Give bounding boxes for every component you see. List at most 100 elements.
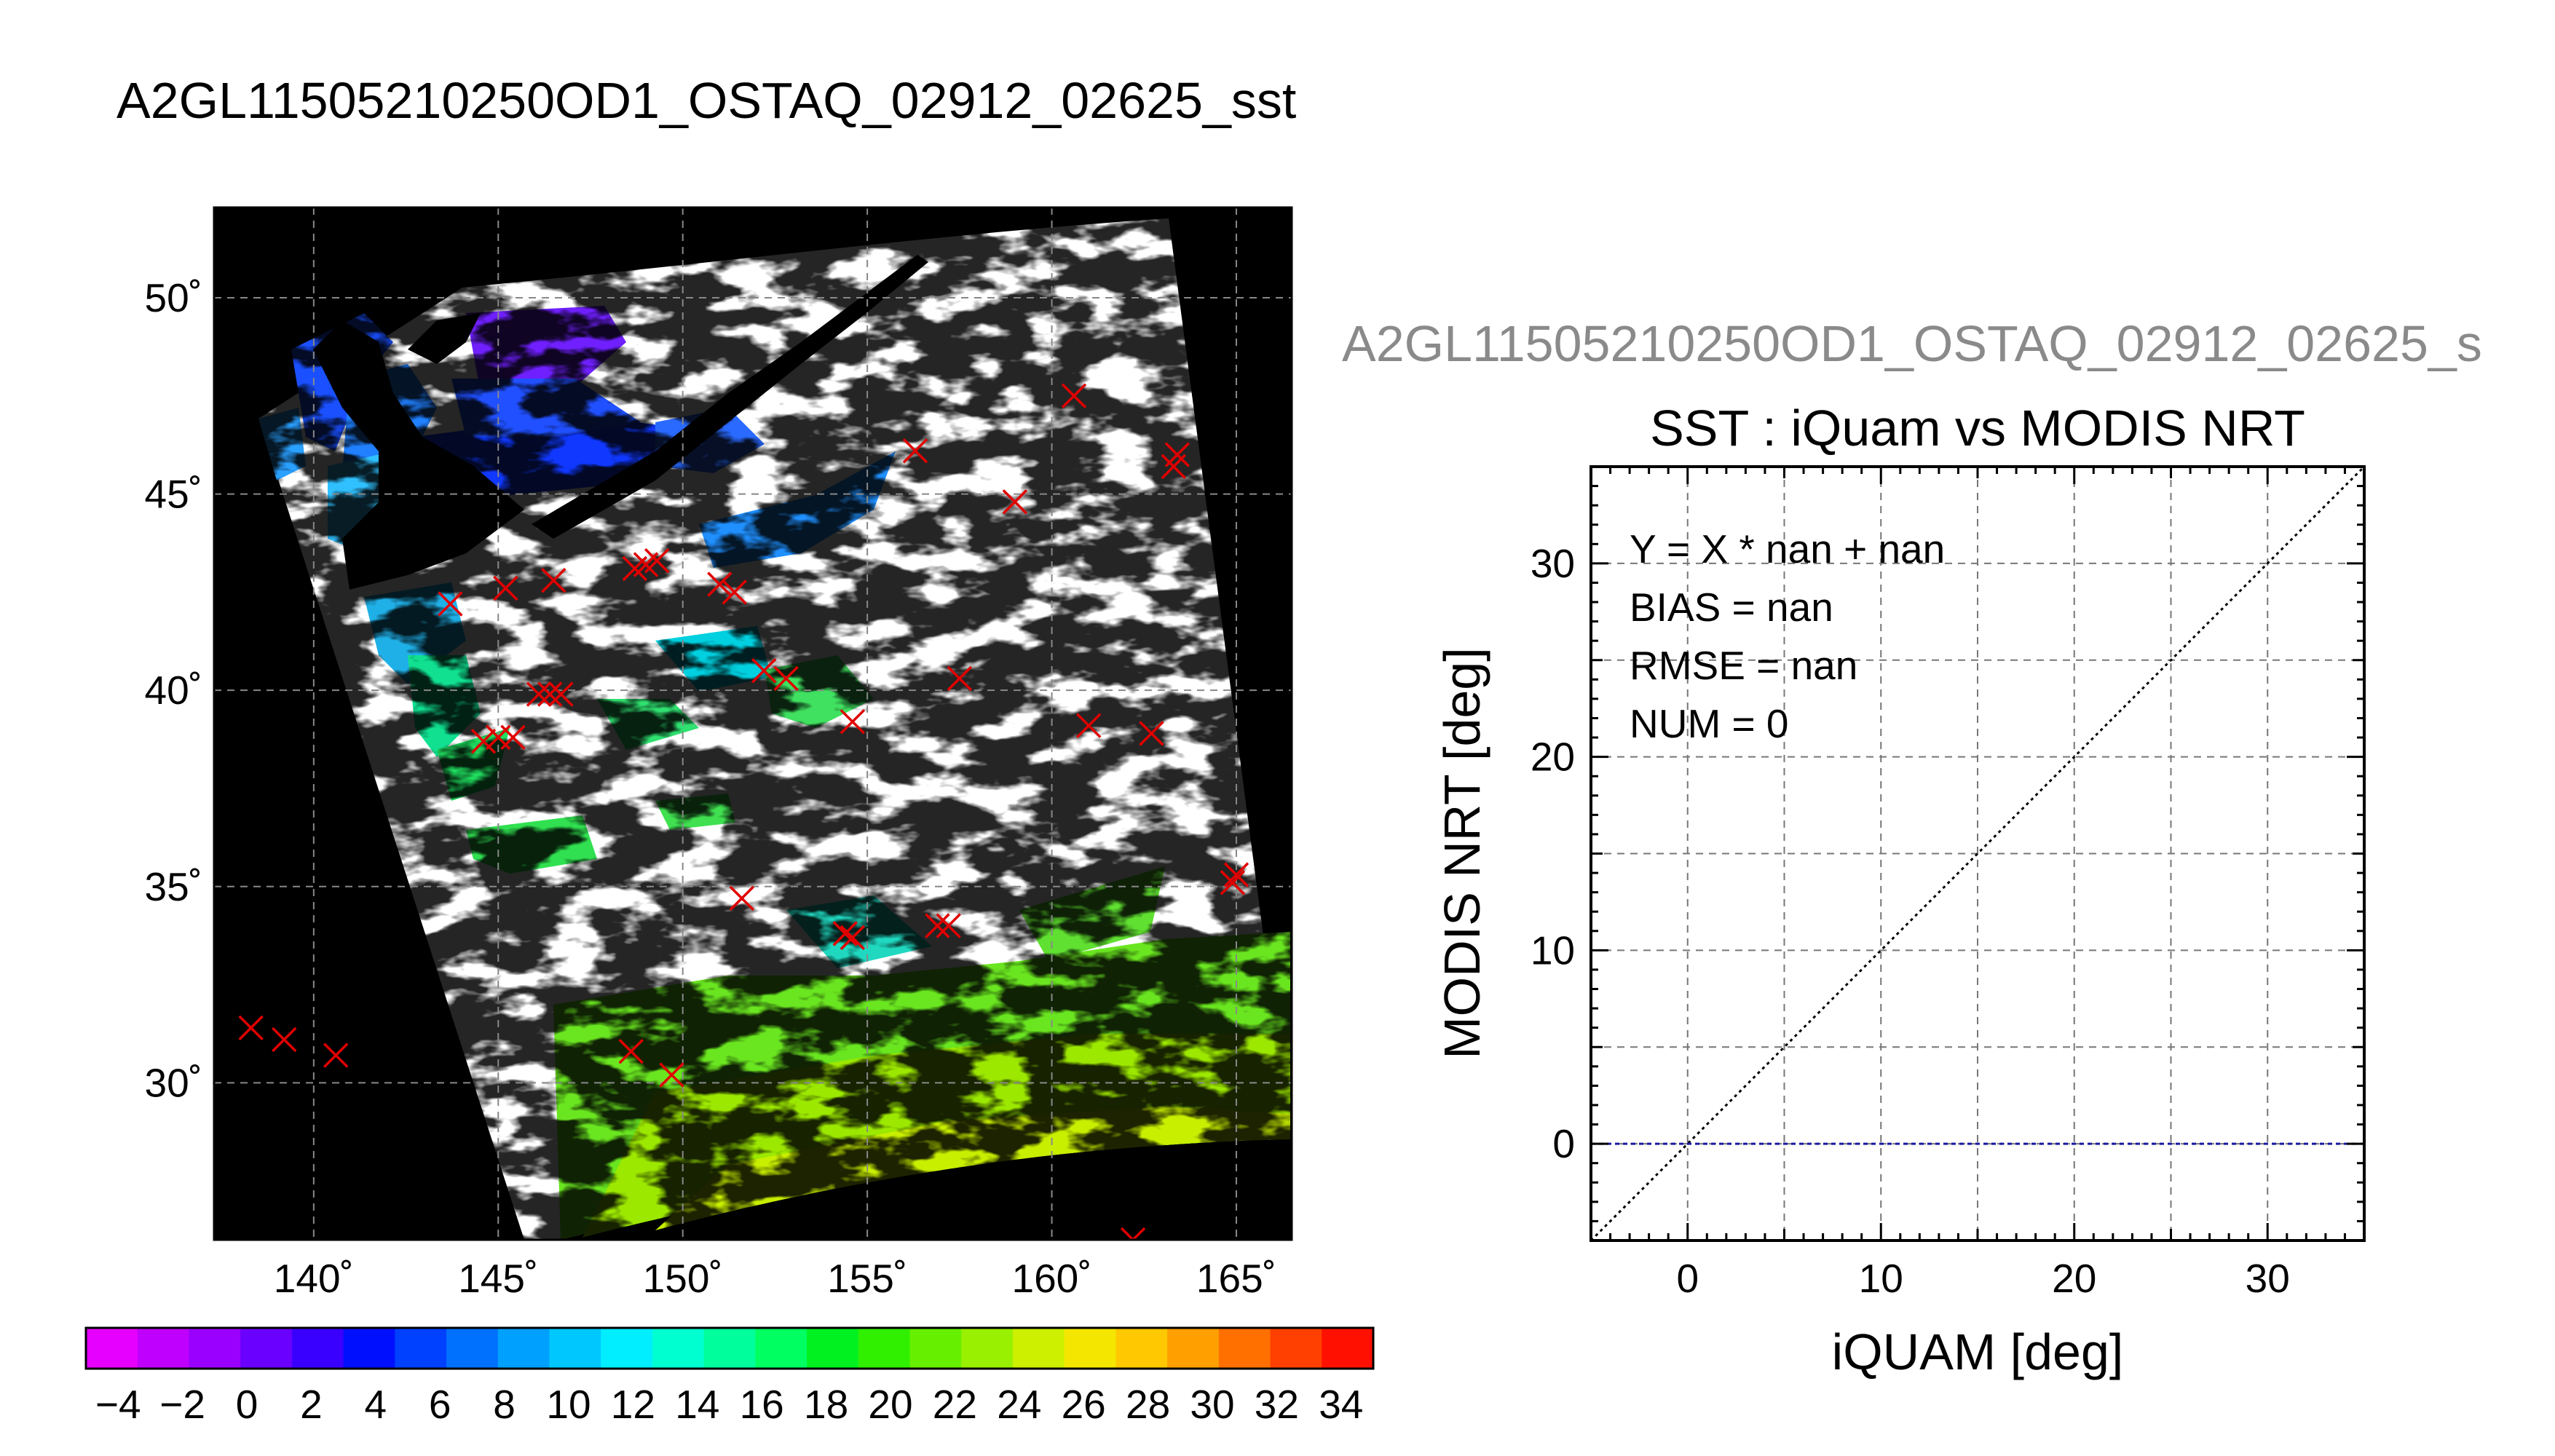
- colorbar-tick-label: 34: [1319, 1382, 1363, 1427]
- colorbar-tick-label: 16: [740, 1382, 784, 1427]
- scatter-title: SST : iQuam vs MODIS NRT: [1650, 400, 2305, 456]
- main-title: A2GL11505210250OD1_OSTAQ_02912_02625_sst: [117, 72, 1296, 129]
- identity-line: [1590, 465, 2366, 1242]
- scatter-minor-ticks: [1590, 465, 2366, 1242]
- buoy-marker: [272, 1026, 297, 1053]
- colorbar-cell: [961, 1328, 1014, 1369]
- lon-tick-label: 150˚: [643, 1256, 723, 1301]
- colorbar-cell: [909, 1328, 962, 1369]
- buoy-marker: [1120, 1227, 1146, 1240]
- colorbar-cell: [1270, 1328, 1322, 1369]
- buoy-marker: [925, 913, 950, 938]
- colorbar-cell: [601, 1328, 653, 1369]
- colorbar-cell: [1167, 1328, 1220, 1369]
- colorbar-cell: [807, 1328, 859, 1369]
- buoy-marker: [644, 548, 670, 574]
- buoy-marker: [537, 681, 563, 707]
- scatter-header-title: A2GL11505210250OD1_OSTAQ_02912_02625_s: [1342, 315, 2482, 372]
- buoy-marker: [493, 575, 518, 601]
- colorbar-cell: [240, 1328, 293, 1369]
- colorbar-cell: [703, 1328, 756, 1369]
- scatter-y-axis: 0 10 20 30: [1531, 541, 1575, 1166]
- buoy-marker: [548, 681, 574, 707]
- colorbar-tick-label: −2: [159, 1382, 205, 1427]
- colorbar-tick-label: 14: [675, 1382, 719, 1427]
- map-frame: [213, 206, 1293, 1241]
- scatter-stats: Y = X * nan + nan BIAS = nan RMSE = nan …: [1630, 526, 1945, 746]
- scatter-panel: A2GL11505210250OD1_OSTAQ_02912_02625_s S…: [1342, 315, 2482, 1380]
- colorbar-cell: [291, 1328, 344, 1369]
- colorbar-tick-label: 32: [1255, 1382, 1299, 1427]
- buoy-marker: [1223, 862, 1249, 887]
- colorbar-tick-label: 26: [1062, 1382, 1106, 1427]
- buoy-marker: [500, 724, 526, 751]
- buoy-marker: [751, 657, 777, 684]
- colorbar-tick-label: 12: [611, 1382, 655, 1427]
- colorbar-cell: [189, 1328, 241, 1369]
- colorbar-cell: [343, 1328, 395, 1369]
- buoy-marker: [1061, 383, 1087, 409]
- colorbar: −4 −2 0 2 4 6 8 10 12 14 16 18 20 22 24 …: [84, 1326, 1375, 1427]
- buoy-marker: [659, 1062, 684, 1088]
- buoy-marker: [1139, 721, 1164, 746]
- colorbar-cell: [652, 1328, 705, 1369]
- colorbar-cell: [137, 1328, 189, 1369]
- map-lat-axis: 30˚ 35˚ 40˚ 45˚ 50˚: [145, 275, 203, 1105]
- buoy-marker: [470, 729, 497, 754]
- buoy-marker: [618, 1038, 644, 1064]
- colorbar-frame: [84, 1326, 1375, 1370]
- colorbar-tick-label: 30: [1190, 1382, 1234, 1427]
- x-tick-label: 20: [2052, 1256, 2096, 1301]
- x-tick-label: 30: [2246, 1256, 2290, 1301]
- colorbar-tick-label: 6: [429, 1382, 451, 1427]
- stats-regression: Y = X * nan + nan: [1630, 526, 1945, 571]
- colorbar-tick-label: −4: [95, 1382, 141, 1427]
- buoy-marker: [438, 591, 463, 617]
- lat-tick-label: 30˚: [145, 1060, 203, 1105]
- lon-tick-label: 165˚: [1196, 1256, 1276, 1301]
- colorbar-cell: [755, 1328, 807, 1369]
- map-panel: 140˚ 145˚ 150˚ 155˚ 160˚ 165˚ 30˚ 35˚ 40…: [145, 206, 1293, 1301]
- buoy-marker: [1075, 713, 1102, 738]
- colorbar-cell: [549, 1328, 601, 1369]
- scatter-grid: [1591, 467, 2364, 1241]
- colorbar-cell: [1322, 1328, 1374, 1369]
- colorbar-cell: [1218, 1328, 1271, 1369]
- scatter-x-axis: 0 10 20 30: [1676, 1256, 2289, 1301]
- buoy-marker: [832, 921, 858, 946]
- land-mask: [313, 255, 928, 590]
- buoy-marker: [729, 885, 755, 911]
- y-tick-label: 30: [1531, 541, 1575, 586]
- buoy-marker: [840, 709, 866, 735]
- map-lon-axis: 140˚ 145˚ 150˚ 155˚ 160˚ 165˚: [274, 1256, 1276, 1301]
- colorbar-cell: [86, 1328, 138, 1369]
- colorbar-tick-labels: −4 −2 0 2 4 6 8 10 12 14 16 18 20 22 24 …: [95, 1382, 1364, 1427]
- buoy-marker: [1220, 870, 1246, 895]
- x-tick-label: 10: [1859, 1256, 1903, 1301]
- buoy-marker: [1161, 454, 1187, 480]
- buoy-marker: [1002, 489, 1028, 515]
- lon-tick-label: 140˚: [274, 1256, 354, 1301]
- buoy-marker: [902, 438, 928, 464]
- y-tick-label: 20: [1531, 735, 1575, 780]
- stats-rmse: RMSE = nan: [1630, 643, 1857, 688]
- lat-tick-label: 45˚: [145, 472, 203, 517]
- lat-tick-label: 35˚: [145, 864, 203, 909]
- buoy-marker: [526, 681, 552, 707]
- colorbar-cell: [446, 1328, 499, 1369]
- buoy-marker: [936, 913, 961, 938]
- y-tick-label: 10: [1531, 927, 1575, 973]
- colorbar-tick-label: 2: [300, 1382, 323, 1427]
- colorbar-tick-label: 18: [804, 1382, 848, 1427]
- x-axis-label: iQUAM [deg]: [1832, 1324, 2124, 1380]
- colorbar-cell: [497, 1328, 550, 1369]
- colorbar-cell: [1115, 1328, 1168, 1369]
- buoy-marker: [541, 567, 566, 593]
- colorbar-cell: [858, 1328, 911, 1369]
- colorbar-cell: [395, 1328, 447, 1369]
- buoy-marker: [840, 925, 866, 951]
- colorbar-tick-label: 20: [868, 1382, 912, 1427]
- buoy-marker: [707, 571, 732, 597]
- buoy-marker: [323, 1042, 349, 1068]
